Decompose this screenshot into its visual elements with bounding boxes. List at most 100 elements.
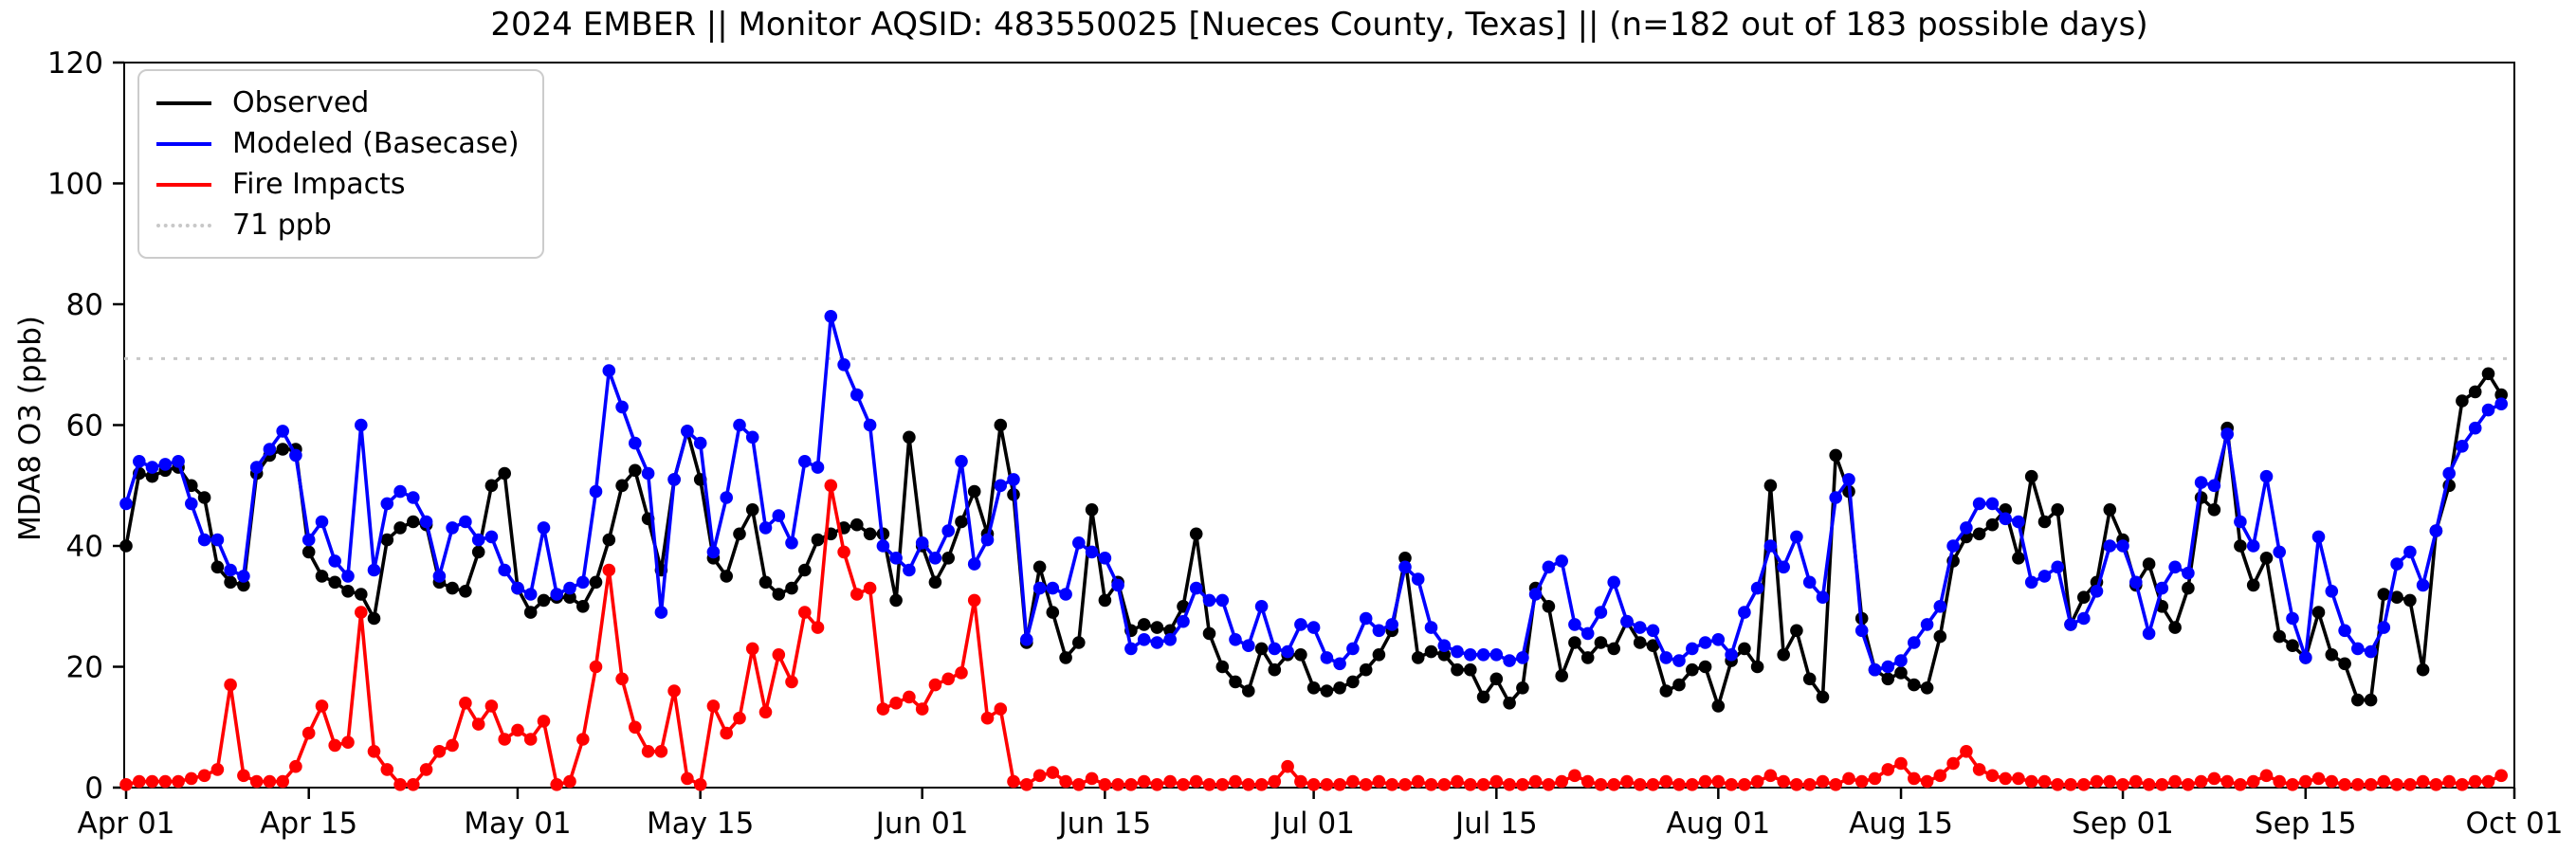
data-point-fire-impacts bbox=[980, 711, 995, 725]
data-point-modeled-basecase- bbox=[2416, 578, 2430, 592]
data-point-modeled-basecase- bbox=[2338, 624, 2351, 638]
data-point-modeled-basecase- bbox=[850, 388, 864, 402]
data-point-observed bbox=[2416, 662, 2430, 677]
data-point-modeled-basecase- bbox=[1254, 600, 1269, 613]
data-point-observed bbox=[2182, 581, 2195, 595]
data-point-fire-impacts bbox=[249, 774, 264, 789]
data-point-observed bbox=[210, 560, 225, 574]
data-point-modeled-basecase- bbox=[1385, 618, 1398, 631]
data-point-modeled-basecase- bbox=[1189, 581, 1203, 595]
data-point-observed bbox=[2024, 469, 2038, 483]
data-point-modeled-basecase- bbox=[681, 425, 694, 438]
data-point-modeled-basecase- bbox=[2377, 621, 2391, 634]
data-point-modeled-basecase- bbox=[237, 570, 250, 583]
data-point-fire-impacts bbox=[1646, 778, 1660, 791]
data-point-modeled-basecase- bbox=[1999, 512, 2012, 526]
y-tick-label: 40 bbox=[66, 530, 103, 564]
data-point-modeled-basecase- bbox=[1464, 648, 1477, 662]
data-point-fire-impacts bbox=[863, 581, 877, 595]
data-point-observed bbox=[2481, 367, 2495, 381]
data-point-modeled-basecase- bbox=[2442, 466, 2456, 481]
data-point-fire-impacts bbox=[341, 735, 355, 749]
data-point-observed bbox=[2338, 657, 2351, 671]
data-point-modeled-basecase- bbox=[1424, 621, 1438, 634]
data-point-observed bbox=[1098, 593, 1112, 608]
data-point-modeled-basecase- bbox=[263, 443, 277, 456]
data-point-modeled-basecase- bbox=[341, 570, 355, 583]
data-point-fire-impacts bbox=[1620, 774, 1634, 789]
data-point-fire-impacts bbox=[615, 672, 629, 686]
data-point-fire-impacts bbox=[2442, 774, 2456, 789]
data-point-modeled-basecase- bbox=[928, 552, 942, 565]
y-tick-label: 60 bbox=[66, 409, 103, 444]
data-point-observed bbox=[484, 479, 499, 493]
data-point-observed bbox=[2351, 693, 2365, 707]
data-point-modeled-basecase- bbox=[941, 524, 955, 537]
data-point-modeled-basecase- bbox=[1372, 624, 1386, 638]
data-point-observed bbox=[2364, 693, 2378, 707]
data-point-modeled-basecase- bbox=[355, 418, 368, 432]
data-point-modeled-basecase- bbox=[720, 491, 733, 504]
data-point-fire-impacts bbox=[1007, 774, 1020, 789]
data-point-modeled-basecase- bbox=[824, 310, 838, 323]
series-line-modeled-basecase- bbox=[124, 314, 2502, 672]
y-tick-label: 120 bbox=[47, 46, 103, 81]
data-point-fire-impacts bbox=[1189, 774, 1203, 789]
x-tick-label: Apr 01 bbox=[78, 807, 175, 841]
legend-line-sample bbox=[156, 182, 211, 187]
data-point-modeled-basecase- bbox=[550, 588, 563, 601]
data-point-fire-impacts bbox=[1933, 769, 1947, 783]
data-point-observed bbox=[197, 491, 211, 504]
data-point-fire-impacts bbox=[210, 763, 225, 776]
data-point-modeled-basecase- bbox=[1411, 572, 1425, 586]
data-point-fire-impacts bbox=[1542, 778, 1556, 791]
data-point-observed bbox=[2103, 503, 2117, 517]
data-point-fire-impacts bbox=[2012, 771, 2025, 786]
data-point-observed bbox=[2311, 606, 2326, 619]
data-point-fire-impacts bbox=[1920, 774, 1934, 789]
data-point-fire-impacts bbox=[1137, 774, 1151, 789]
data-point-observed bbox=[380, 533, 394, 547]
data-point-fire-impacts bbox=[2403, 778, 2417, 791]
data-point-modeled-basecase- bbox=[876, 539, 890, 553]
data-point-fire-impacts bbox=[1607, 778, 1620, 791]
data-point-fire-impacts bbox=[2116, 778, 2129, 791]
data-point-modeled-basecase- bbox=[1516, 651, 1529, 664]
data-point-modeled-basecase- bbox=[2390, 557, 2403, 571]
data-point-fire-impacts bbox=[133, 774, 146, 789]
data-point-fire-impacts bbox=[1960, 745, 1973, 758]
data-point-fire-impacts bbox=[915, 702, 929, 716]
data-point-fire-impacts bbox=[589, 660, 603, 674]
data-point-observed bbox=[1229, 675, 1242, 689]
data-point-observed bbox=[1306, 681, 1321, 695]
data-point-observed bbox=[1476, 690, 1490, 704]
data-point-observed bbox=[2456, 394, 2469, 408]
data-point-modeled-basecase- bbox=[1489, 648, 1504, 662]
data-point-fire-impacts bbox=[1254, 778, 1269, 791]
data-point-fire-impacts bbox=[1516, 778, 1529, 791]
data-point-fire-impacts bbox=[1229, 774, 1242, 789]
data-point-fire-impacts bbox=[1098, 778, 1112, 791]
data-point-fire-impacts bbox=[301, 726, 316, 740]
legend-label: Fire Impacts bbox=[232, 168, 406, 201]
data-point-modeled-basecase- bbox=[1802, 575, 1817, 590]
data-point-observed bbox=[863, 527, 877, 541]
data-point-observed bbox=[315, 570, 329, 583]
data-point-observed bbox=[1972, 527, 1986, 541]
data-point-modeled-basecase- bbox=[2194, 476, 2208, 489]
data-point-fire-impacts bbox=[889, 697, 903, 710]
data-point-fire-impacts bbox=[1085, 771, 1099, 786]
data-point-fire-impacts bbox=[367, 745, 381, 758]
data-point-fire-impacts bbox=[850, 588, 864, 601]
data-point-modeled-basecase- bbox=[1620, 614, 1634, 628]
data-point-fire-impacts bbox=[1281, 759, 1294, 773]
data-point-modeled-basecase- bbox=[276, 425, 290, 438]
legend-line-sample bbox=[156, 141, 211, 146]
data-point-fire-impacts bbox=[576, 733, 590, 746]
data-point-observed bbox=[2012, 552, 2025, 565]
data-point-observed bbox=[1568, 636, 1581, 649]
data-point-fire-impacts bbox=[523, 733, 538, 746]
data-point-observed bbox=[1294, 648, 1307, 662]
y-tick-label: 20 bbox=[66, 651, 103, 685]
